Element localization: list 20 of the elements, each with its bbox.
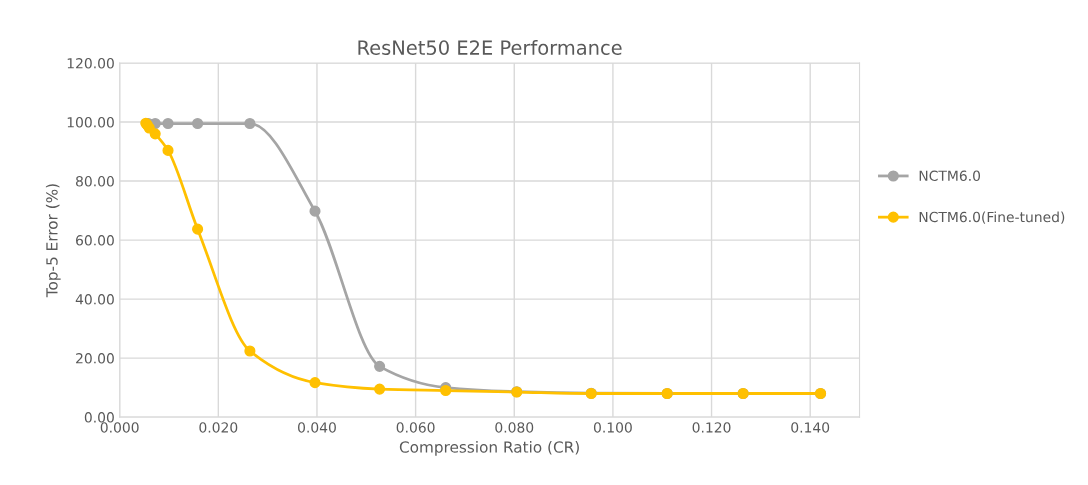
y-tick-label: 100.00 [67, 117, 114, 128]
y-axis-title: Top-5 Error (%) [45, 184, 61, 298]
y-tick-label: 40.00 [75, 294, 114, 305]
y-tick-label: 80.00 [76, 176, 114, 187]
x-tick-label: 0.000 [100, 422, 139, 433]
x-tick-label: 0.140 [791, 422, 830, 433]
y-tick-label: 120.00 [67, 58, 114, 69]
legend-label: NCTM6.0(Fine-tuned) [919, 211, 1065, 224]
x-tick-label: 0.120 [692, 422, 731, 433]
y-tick-label: 0.00 [84, 412, 114, 423]
x-tick-label: 0.060 [396, 422, 435, 433]
x-tick-label: 0.100 [593, 422, 632, 433]
y-tick-label: 60.00 [76, 235, 114, 246]
x-tick-label: 0.020 [199, 422, 238, 433]
y-tick-label: 20.00 [76, 353, 114, 364]
chart-title: ResNet50 E2E Performance [358, 39, 622, 55]
x-tick-label: 0.040 [298, 422, 336, 433]
x-tick-label: 0.080 [495, 422, 534, 433]
x-axis-title: Compression Ratio (CR) [399, 440, 579, 456]
legend-label: NCTM6.0 [919, 170, 981, 182]
